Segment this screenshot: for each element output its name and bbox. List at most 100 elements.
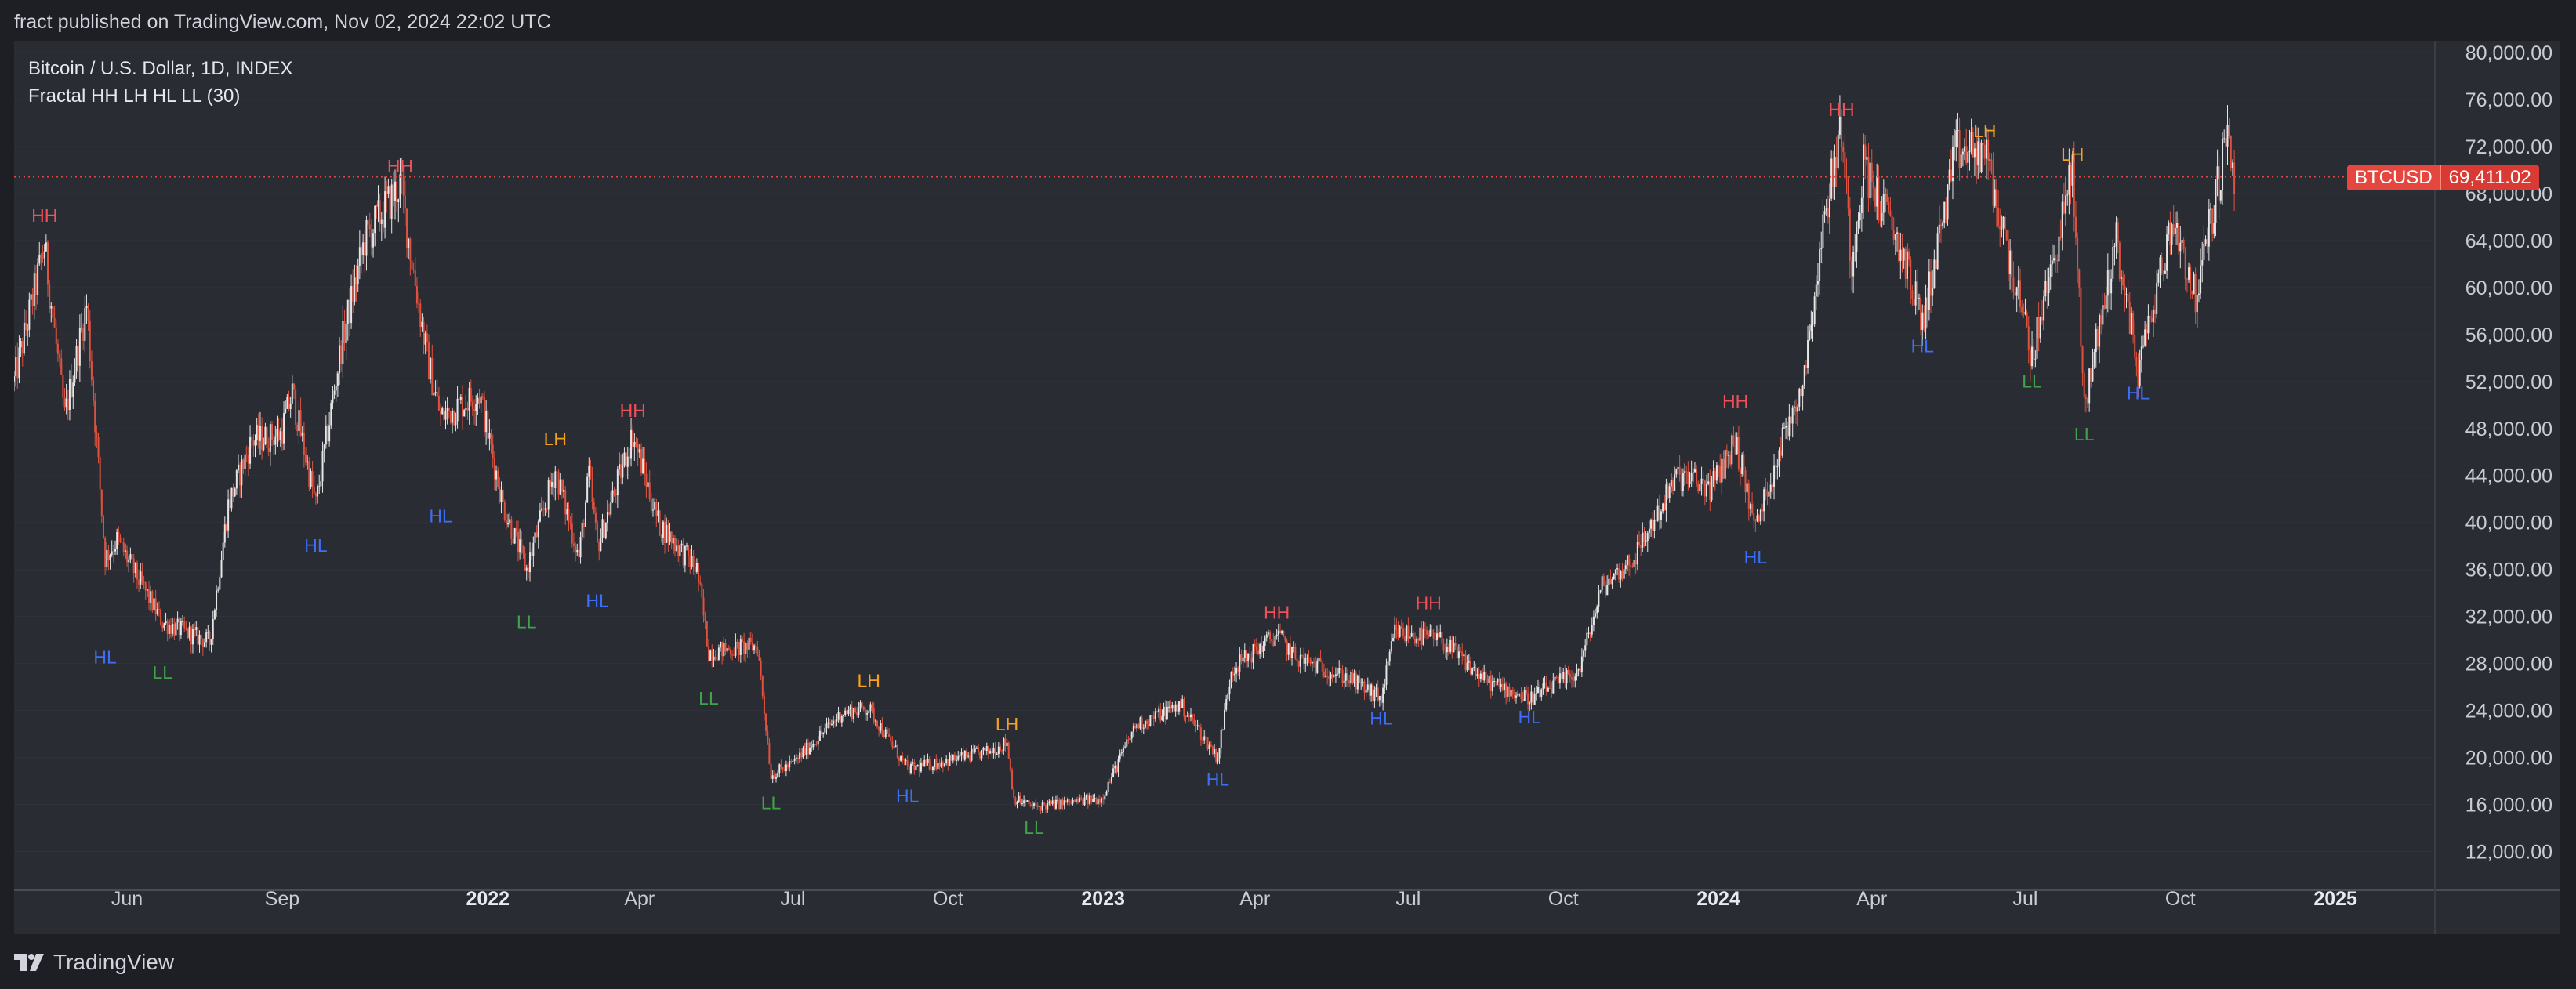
candle-body: [1503, 683, 1505, 691]
price-tick-label[interactable]: 16,000.00: [2465, 795, 2552, 817]
candle-body: [1259, 644, 1261, 654]
candle-body: [881, 723, 883, 735]
indicator-title[interactable]: Fractal HH LH HL LL (30): [28, 85, 241, 107]
price-tick-label[interactable]: 64,000.00: [2465, 230, 2552, 252]
candle-body: [367, 219, 369, 225]
price-tick-label[interactable]: 76,000.00: [2465, 89, 2552, 111]
time-tick-label[interactable]: Sep: [265, 888, 299, 910]
candle-body: [1092, 799, 1094, 802]
time-tick-label[interactable]: 2022: [466, 888, 510, 910]
price-tick-label[interactable]: 52,000.00: [2465, 371, 2552, 393]
candle-body: [424, 333, 426, 345]
candle-body: [1879, 217, 1881, 221]
candle-body: [1948, 169, 1950, 185]
brand-name[interactable]: TradingView: [53, 950, 175, 974]
price-tick-label[interactable]: 28,000.00: [2465, 654, 2552, 676]
price-tick-label[interactable]: 36,000.00: [2465, 560, 2552, 581]
candle-body: [861, 702, 863, 707]
price-axis[interactable]: 12,000.00 16,000.00 20,000.00 24,000.00 28,0…: [2465, 42, 2552, 864]
time-tick-label[interactable]: Apr: [1239, 888, 1270, 910]
price-tick-label[interactable]: 32,000.00: [2465, 607, 2552, 629]
price-tick-label[interactable]: 20,000.00: [2465, 748, 2552, 770]
time-tick-label[interactable]: Jun: [111, 888, 143, 910]
candle-body: [1366, 684, 1369, 690]
fractal-label-hl: HL: [1206, 770, 1230, 790]
candle-body: [1449, 639, 1452, 652]
time-tick-label[interactable]: Oct: [1548, 888, 1579, 910]
candle-body: [928, 759, 931, 770]
candle-body: [913, 762, 916, 770]
candle-body: [387, 186, 390, 194]
candle-body: [851, 706, 853, 719]
time-tick-label[interactable]: Jul: [2012, 888, 2037, 910]
candle-body: [1510, 690, 1512, 697]
time-tick-label[interactable]: Apr: [1856, 888, 1887, 910]
candle-body: [1740, 469, 1742, 474]
candle-body: [657, 510, 659, 516]
candle-body: [652, 509, 655, 511]
candle-body: [741, 639, 743, 642]
candle-body: [1633, 560, 1635, 567]
symbol-title[interactable]: Bitcoin / U.S. Dollar, 1D, INDEX: [28, 58, 293, 79]
candle-body: [726, 648, 728, 652]
price-tick-label[interactable]: 80,000.00: [2465, 42, 2552, 64]
time-tick-label[interactable]: 2024: [1696, 888, 1740, 910]
candle-body: [1584, 645, 1587, 651]
price-tick-label[interactable]: 12,000.00: [2465, 842, 2552, 864]
candle-body: [408, 238, 410, 249]
candle-body: [777, 773, 779, 777]
tradingview-logo-icon[interactable]: [14, 954, 45, 971]
candle-body: [1161, 715, 1163, 721]
candle-body: [2046, 281, 2048, 293]
candle-body: [241, 459, 243, 486]
chart-legend[interactable]: Bitcoin / U.S. Dollar, 1D, INDEX Fractal…: [28, 55, 292, 110]
candle-body: [283, 413, 285, 444]
candle-body: [975, 748, 978, 749]
time-tick-label[interactable]: Apr: [624, 888, 655, 910]
candle-body: [937, 763, 939, 770]
price-tick-label[interactable]: 24,000.00: [2465, 701, 2552, 723]
chart-frame[interactable]: HH HL LL HL HH HL LL LH HL HH LL LL LH HL LH LL HL HH HL HH…: [14, 41, 2560, 934]
candle-body: [2039, 317, 2041, 339]
candle-body: [1787, 426, 1789, 437]
candle-body: [852, 708, 854, 719]
price-tick-label[interactable]: 48,000.00: [2465, 418, 2552, 440]
candle-body: [635, 441, 637, 444]
candle-body: [1985, 139, 1987, 159]
candle-body: [1773, 465, 1776, 487]
candle-body: [1340, 668, 1342, 670]
price-tick-label[interactable]: 60,000.00: [2465, 277, 2552, 299]
candle-body: [1535, 693, 1537, 694]
candle-body: [2206, 239, 2208, 247]
candle-body: [140, 571, 142, 585]
time-tick-label[interactable]: Jul: [1395, 888, 1420, 910]
candle-body: [1573, 679, 1575, 681]
candle-body: [1856, 227, 1858, 252]
time-tick-label[interactable]: Oct: [933, 888, 963, 910]
price-tick-label[interactable]: 44,000.00: [2465, 466, 2552, 487]
candle-body: [593, 502, 595, 513]
candle-body: [1039, 806, 1042, 811]
price-tick-label[interactable]: 40,000.00: [2465, 513, 2552, 534]
candle-body: [161, 625, 164, 628]
time-tick-label[interactable]: 2025: [2313, 888, 2357, 910]
time-axis[interactable]: Jun Sep 2022 Apr Jul Oct 2023 Apr Jul Oct 2024 Apr J…: [111, 888, 2357, 910]
candle-body: [49, 284, 51, 309]
time-tick-label[interactable]: Oct: [2165, 888, 2196, 910]
time-tick-label[interactable]: 2023: [1081, 888, 1125, 910]
candle-body: [1388, 651, 1391, 662]
candle-body: [738, 642, 740, 655]
price-chart[interactable]: HH HL LL HL HH HL LL LH HL HH LL LL LH HL LH LL HL HH HL HH…: [14, 41, 2560, 934]
candle-body: [793, 759, 796, 761]
candle-body: [301, 432, 303, 436]
time-tick-label[interactable]: Jul: [781, 888, 806, 910]
candle-body: [1061, 799, 1064, 806]
candle-body: [273, 440, 275, 445]
candle-body: [1410, 632, 1413, 637]
candle-body: [2088, 368, 2091, 404]
candle-body: [263, 444, 265, 450]
price-tick-label[interactable]: 56,000.00: [2465, 324, 2552, 346]
candle-body: [1569, 674, 1571, 678]
candle-body: [292, 383, 295, 390]
price-tick-label[interactable]: 72,000.00: [2465, 136, 2552, 158]
